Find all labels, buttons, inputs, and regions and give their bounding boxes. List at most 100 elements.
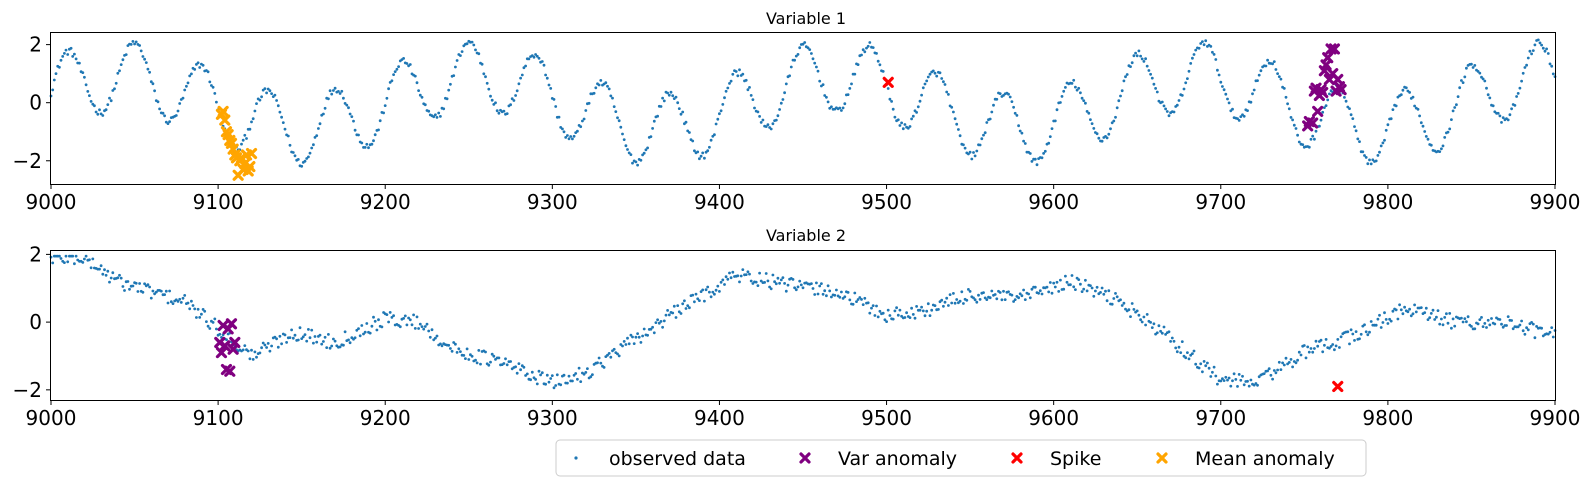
x-tick-label: 9200 [360, 406, 411, 430]
observed-point [988, 117, 992, 121]
observed-point [293, 154, 297, 158]
panel-title: Variable 1 [766, 9, 846, 28]
observed-point [619, 125, 623, 129]
observed-point [716, 284, 720, 288]
observed-point [850, 82, 853, 86]
observed-point [629, 333, 633, 337]
observed-point [779, 101, 783, 105]
observed-point [1309, 347, 1313, 350]
observed-point [1411, 95, 1415, 99]
observed-point [522, 365, 526, 369]
observed-point [193, 68, 197, 71]
observed-point [66, 260, 70, 264]
observed-point [1236, 117, 1239, 120]
observed-point [652, 119, 656, 123]
observed-point [1124, 75, 1127, 79]
observed-point [1413, 303, 1416, 307]
observed-point [612, 105, 616, 108]
observed-point [539, 373, 542, 377]
observed-point [1530, 52, 1533, 56]
observed-point [724, 275, 728, 279]
observed-point [1231, 107, 1234, 111]
observed-point [51, 88, 55, 92]
observed-point [502, 109, 506, 113]
observed-point [1092, 126, 1096, 130]
observed-point [1129, 315, 1132, 318]
observed-point [1419, 121, 1423, 125]
observed-point [1229, 384, 1233, 388]
observed-point [81, 261, 85, 264]
observed-point [296, 338, 300, 342]
observed-point [1162, 325, 1166, 329]
observed-point [908, 316, 912, 319]
observed-point [1122, 301, 1126, 305]
observed-point [659, 105, 663, 108]
observed-point [1199, 42, 1203, 45]
observed-point [348, 341, 352, 345]
observed-point [248, 357, 252, 361]
observed-point [952, 292, 955, 295]
observed-point [520, 73, 524, 77]
observed-point [265, 346, 268, 349]
observed-point [606, 353, 609, 357]
observed-point [343, 102, 347, 105]
observed-point [898, 124, 902, 127]
observed-point [1042, 152, 1045, 155]
observed-point [1282, 87, 1286, 90]
observed-point [926, 75, 930, 79]
observed-point [738, 68, 741, 72]
x-tick-label: 9700 [1195, 406, 1246, 430]
observed-point [731, 72, 735, 76]
observed-point [861, 48, 865, 52]
observed-point [1100, 286, 1104, 290]
observed-point [1401, 88, 1405, 92]
observed-point [1090, 286, 1094, 290]
observed-point [387, 320, 390, 324]
observed-point [201, 308, 205, 311]
observed-point [1150, 326, 1154, 329]
observed-point [1520, 79, 1523, 83]
observed-point [1221, 85, 1224, 88]
panel-title: Variable 2 [766, 226, 846, 245]
observed-point [1257, 375, 1261, 379]
observed-point [420, 95, 424, 99]
observed-point [203, 309, 207, 313]
observed-point [372, 139, 375, 143]
observed-point [91, 257, 95, 261]
observed-point [502, 362, 506, 365]
observed-point [218, 332, 222, 336]
observed-point [260, 346, 263, 350]
observed-point [283, 333, 287, 337]
observed-point [1276, 72, 1279, 75]
observed-point [908, 125, 912, 128]
observed-point [143, 57, 147, 61]
observed-point [1378, 150, 1381, 154]
legend-marker [574, 456, 578, 460]
observed-point [683, 299, 686, 303]
observed-point [631, 335, 634, 339]
observed-point [1384, 128, 1388, 132]
observed-point [96, 112, 100, 116]
observed-point [1496, 111, 1500, 115]
observed-point [950, 301, 954, 305]
observed-point [963, 146, 967, 150]
observed-point [1142, 315, 1146, 319]
observed-point [719, 109, 723, 113]
observed-point [1491, 104, 1495, 108]
observed-point [84, 83, 88, 87]
observed-point [1127, 308, 1131, 312]
observed-point [1328, 346, 1331, 350]
observed-point [811, 57, 815, 61]
observed-point [916, 105, 920, 109]
observed-point [1140, 320, 1144, 324]
observed-point [368, 331, 372, 335]
x-tick-label: 9900 [1530, 190, 1581, 214]
observed-point [627, 342, 631, 346]
observed-point [1528, 49, 1532, 53]
observed-point [821, 292, 825, 296]
observed-point [545, 76, 549, 80]
observed-point [1307, 350, 1311, 354]
observed-point [1137, 313, 1141, 317]
observed-point [796, 285, 800, 289]
